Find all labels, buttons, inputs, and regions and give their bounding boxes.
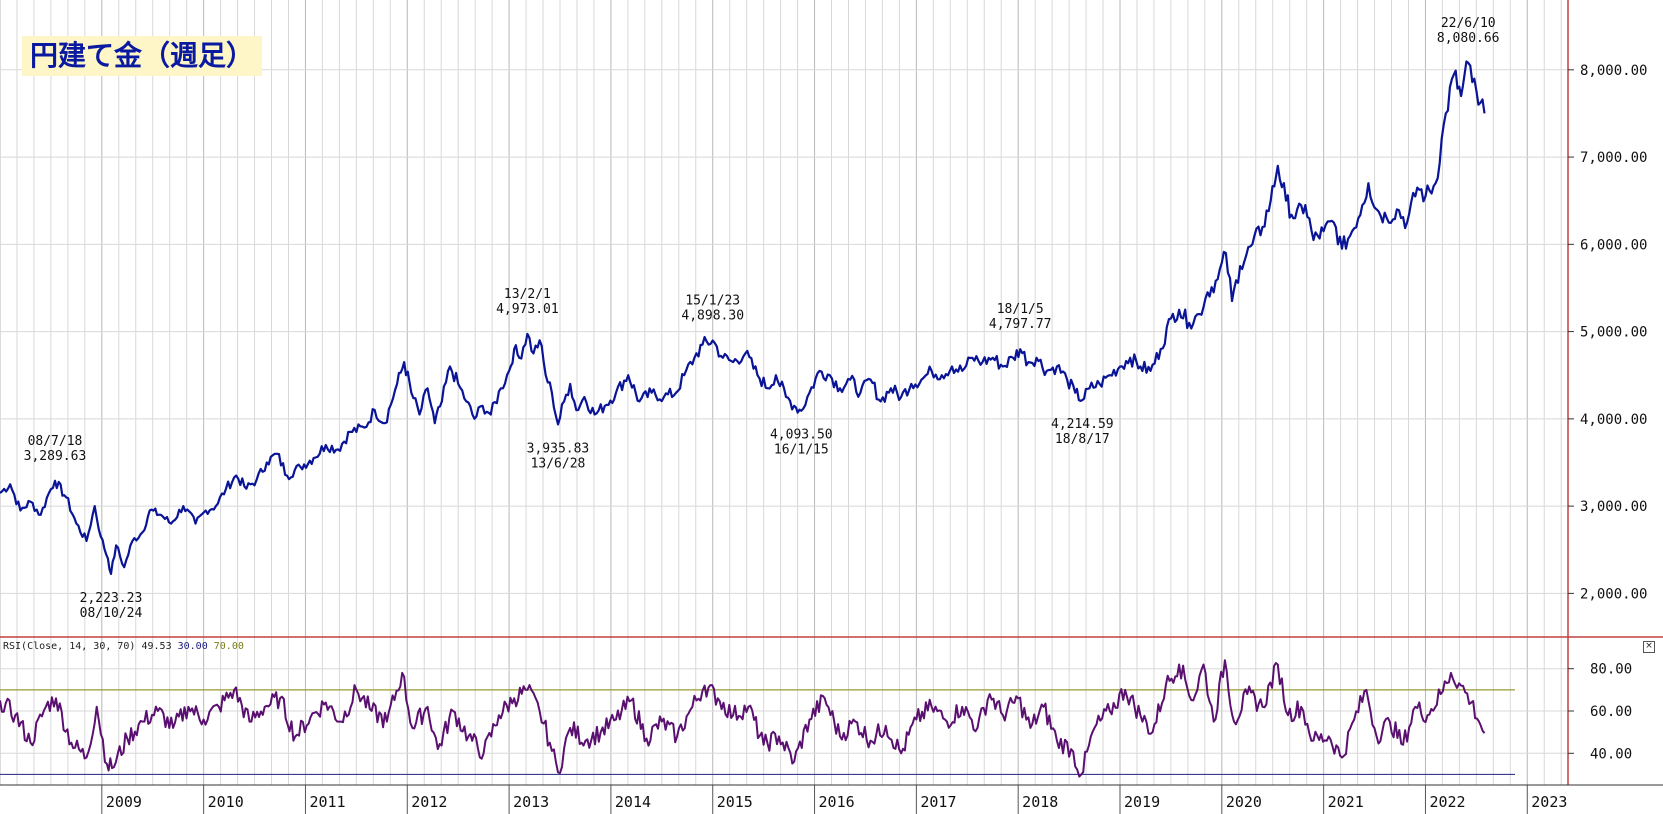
price-tick-label: 2,000.00 [1580, 586, 1647, 602]
axes-layer: 2,000.00 3,000.00 4,000.00 5,000.00 6,000.00… [101, 63, 1647, 814]
chart-title: 円建て金（週足） [22, 36, 263, 76]
rsi-lower-level: 30.00 [177, 641, 208, 652]
price-tick-label: 8,000.00 [1580, 63, 1647, 79]
grid-layer [0, 0, 1568, 785]
annotation-label: 4,973.01 [496, 302, 559, 317]
rsi-panel [0, 659, 1515, 778]
rsi-series-line [0, 659, 1486, 778]
price-tick-label: 3,000.00 [1580, 499, 1647, 515]
year-tick-label: 2023 [1531, 793, 1567, 811]
year-tick-label: 2022 [1429, 793, 1465, 811]
annotation-label: 4,898.30 [681, 308, 744, 323]
panel-separators [0, 0, 1663, 786]
year-tick-label: 2011 [309, 793, 345, 811]
rsi-indicator-label: RSI(Close, 14, 30, 70) [3, 641, 136, 652]
year-tick-label: 2020 [1226, 793, 1262, 811]
year-tick-label: 2009 [106, 793, 142, 811]
price-tick-label: 5,000.00 [1580, 325, 1647, 341]
rsi-legend: RSI(Close, 14, 30, 70) 49.53 30.00 70.00 [3, 641, 244, 652]
annotation-label: 18/1/5 [997, 302, 1044, 317]
annotation-label: 16/1/15 [774, 443, 829, 458]
year-tick-label: 2021 [1328, 793, 1364, 811]
annotation-label: 8,080.66 [1437, 31, 1500, 46]
year-tick-label: 2016 [819, 793, 855, 811]
price-tick-label: 6,000.00 [1580, 237, 1647, 253]
year-tick-label: 2013 [513, 793, 549, 811]
annotation-label: 22/6/10 [1441, 16, 1496, 31]
annotation-label: 3,289.63 [24, 449, 87, 464]
rsi-current-value: 49.53 [141, 641, 172, 652]
annotation-label: 08/10/24 [80, 606, 143, 621]
annotation-label: 4,093.50 [770, 428, 833, 443]
annotation-label: 13/2/1 [504, 287, 551, 302]
price-tick-label: 7,000.00 [1580, 150, 1647, 166]
close-panel-icon[interactable]: × [1643, 641, 1655, 653]
annotation-label: 2,223.23 [80, 591, 143, 606]
year-tick-label: 2019 [1124, 793, 1160, 811]
annotation-label: 08/7/18 [28, 434, 83, 449]
year-tick-label: 2015 [717, 793, 753, 811]
rsi-upper-level: 70.00 [213, 641, 244, 652]
annotation-label: 15/1/23 [685, 293, 740, 308]
year-tick-label: 2010 [208, 793, 244, 811]
year-tick-label: 2018 [1022, 793, 1058, 811]
annotation-label: 4,214.59 [1051, 417, 1114, 432]
rsi-tick-label: 80.00 [1590, 662, 1632, 678]
annotation-label: 18/8/17 [1055, 432, 1110, 447]
price-series-line [0, 60, 1486, 575]
price-panel [0, 60, 1486, 575]
year-tick-label: 2014 [615, 793, 651, 811]
annotation-label: 13/6/28 [531, 456, 586, 471]
year-tick-label: 2012 [411, 793, 447, 811]
year-tick-label: 2017 [920, 793, 956, 811]
annotation-label: 3,935.83 [527, 441, 590, 456]
rsi-tick-label: 40.00 [1590, 746, 1632, 762]
price-tick-label: 4,000.00 [1580, 412, 1647, 428]
annotation-label: 4,797.77 [989, 317, 1052, 332]
rsi-tick-label: 60.00 [1590, 704, 1632, 720]
